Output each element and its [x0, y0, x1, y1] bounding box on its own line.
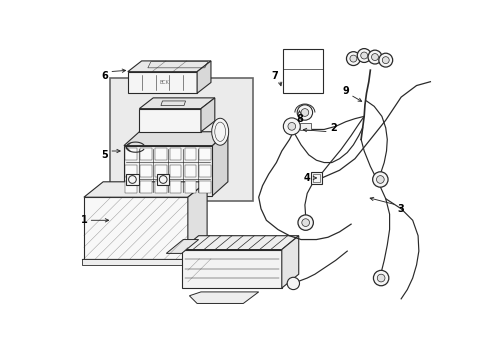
Circle shape — [357, 49, 370, 62]
Bar — [140, 181, 152, 193]
Bar — [125, 165, 137, 177]
Bar — [157, 174, 169, 185]
Polygon shape — [166, 239, 198, 253]
Text: BCK: BCK — [160, 80, 169, 85]
Bar — [184, 148, 196, 160]
Bar — [125, 148, 137, 160]
Polygon shape — [281, 236, 298, 288]
Circle shape — [301, 219, 309, 226]
Polygon shape — [127, 72, 197, 93]
Circle shape — [376, 176, 384, 183]
Bar — [199, 165, 210, 177]
Polygon shape — [139, 109, 201, 132]
Bar — [169, 181, 181, 193]
Bar — [110, 78, 252, 201]
Bar — [155, 181, 166, 193]
Polygon shape — [127, 61, 210, 72]
Circle shape — [286, 277, 299, 289]
Bar — [184, 181, 196, 193]
Text: 8: 8 — [295, 114, 303, 123]
Bar — [140, 165, 152, 177]
Bar — [313, 174, 319, 182]
Bar — [126, 174, 138, 185]
Bar — [155, 165, 166, 177]
Bar — [184, 165, 196, 177]
Polygon shape — [123, 132, 227, 145]
Text: 5: 5 — [101, 150, 108, 160]
Polygon shape — [212, 132, 227, 195]
Polygon shape — [197, 61, 210, 93]
Polygon shape — [187, 182, 207, 259]
Circle shape — [371, 54, 378, 60]
Bar — [199, 148, 210, 160]
Polygon shape — [201, 98, 214, 132]
Polygon shape — [84, 182, 207, 197]
Polygon shape — [182, 249, 281, 288]
Circle shape — [382, 57, 388, 64]
Polygon shape — [189, 292, 258, 303]
Text: 7: 7 — [271, 71, 278, 81]
Bar — [283, 49, 323, 93]
Polygon shape — [84, 197, 187, 259]
Text: 9: 9 — [342, 86, 348, 96]
Text: 4: 4 — [303, 173, 310, 183]
Circle shape — [287, 122, 295, 130]
Circle shape — [373, 270, 388, 286]
Polygon shape — [123, 145, 212, 195]
Ellipse shape — [211, 118, 228, 145]
Bar — [199, 181, 210, 193]
Circle shape — [360, 52, 367, 59]
Text: 6: 6 — [101, 71, 108, 81]
Text: 2: 2 — [329, 123, 336, 133]
Bar — [299, 122, 310, 130]
Circle shape — [349, 55, 356, 62]
Circle shape — [301, 109, 308, 116]
Circle shape — [377, 274, 384, 282]
Circle shape — [283, 118, 300, 135]
Circle shape — [367, 50, 381, 64]
Bar — [169, 148, 181, 160]
Bar — [310, 172, 321, 184]
Text: 1: 1 — [81, 215, 87, 225]
Bar — [81, 259, 209, 265]
Circle shape — [346, 52, 360, 66]
Circle shape — [297, 215, 313, 230]
Polygon shape — [182, 236, 298, 249]
Circle shape — [297, 105, 312, 120]
Circle shape — [378, 53, 392, 67]
Polygon shape — [139, 98, 214, 109]
Circle shape — [372, 172, 387, 187]
Bar — [140, 148, 152, 160]
Text: 3: 3 — [397, 204, 404, 214]
Bar — [169, 165, 181, 177]
Bar — [155, 148, 166, 160]
Bar — [125, 181, 137, 193]
